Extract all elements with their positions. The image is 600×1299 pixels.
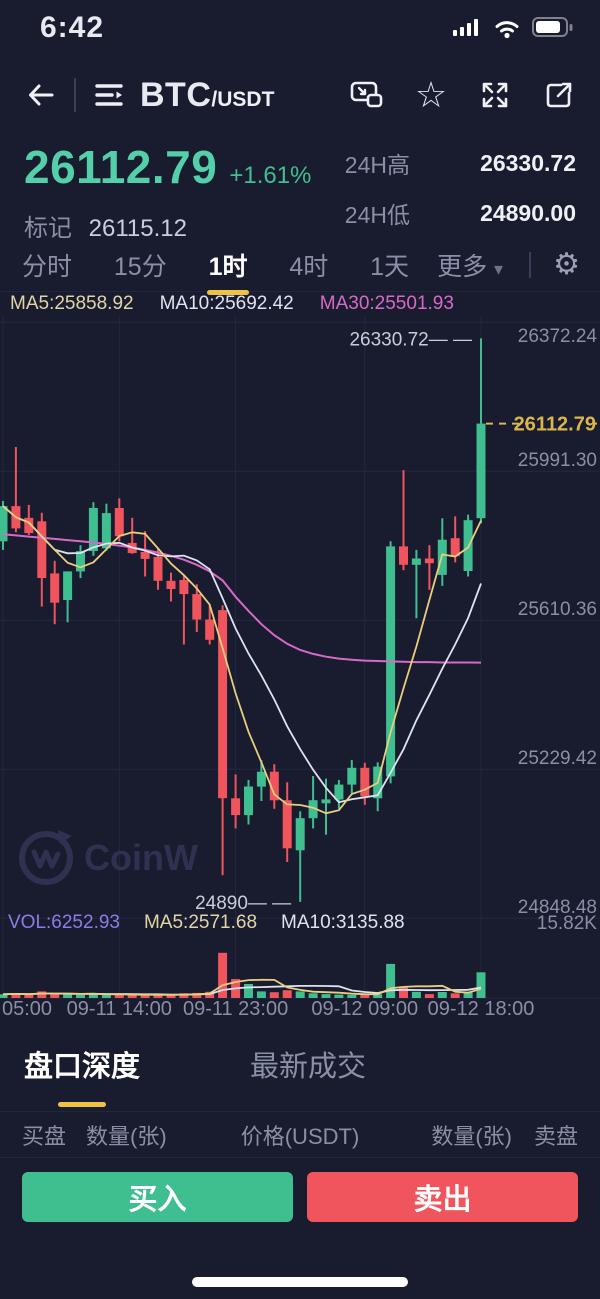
sell-qty-label: 数量(张) bbox=[431, 1123, 512, 1149]
svg-text:26372.24: 26372.24 bbox=[518, 326, 598, 347]
candlestick-chart[interactable]: CoinW 26330.72— — 24890— — 26112.79 26372.24… bbox=[0, 316, 600, 1020]
trade-actions: 买入 卖出 bbox=[0, 1158, 600, 1222]
svg-text:26330.72— —: 26330.72— — bbox=[349, 329, 472, 350]
last-price: 26112.79 bbox=[24, 141, 218, 193]
svg-text:26112.79: 26112.79 bbox=[514, 414, 596, 436]
clock: 6:42 bbox=[40, 11, 105, 44]
interval-tab-4时[interactable]: 4时 bbox=[289, 252, 329, 281]
orderbook-tab-盘口深度[interactable]: 盘口深度 bbox=[24, 1043, 140, 1085]
pair-title[interactable]: BTC /USDT bbox=[140, 76, 274, 115]
buy-side-label: 买盘 bbox=[22, 1123, 67, 1149]
ticker-panel: 26112.79 +1.61% 标记 26115.12 24H高 26330.72… bbox=[0, 134, 600, 242]
chevron-down-icon: ▾ bbox=[494, 258, 504, 279]
ma5-legend: MA5:25858.92 bbox=[10, 293, 134, 314]
svg-text:25229.42: 25229.42 bbox=[518, 748, 597, 769]
home-indicator[interactable] bbox=[192, 1277, 408, 1287]
signal-icon bbox=[453, 19, 478, 36]
orderbook-tab-最新成交[interactable]: 最新成交 bbox=[250, 1050, 367, 1083]
svg-text:25610.36: 25610.36 bbox=[518, 599, 597, 620]
header: BTC /USDT ☆ bbox=[0, 56, 600, 134]
interval-tab-15分[interactable]: 15分 bbox=[113, 252, 167, 281]
status-icons bbox=[452, 16, 574, 40]
low-24h-value: 24890.00 bbox=[480, 199, 576, 226]
mark-price-label: 标记 bbox=[24, 215, 72, 242]
svg-text:09-11 23:00: 09-11 23:00 bbox=[183, 998, 288, 1016]
vol-ma10-legend: MA10:3135.88 bbox=[281, 912, 405, 933]
tabbar-divider bbox=[529, 251, 532, 278]
svg-text:CoinW: CoinW bbox=[84, 837, 198, 878]
svg-text:09-11 14:00: 09-11 14:00 bbox=[67, 998, 172, 1016]
high-24h-label: 24H高 bbox=[344, 152, 410, 178]
low-24h-label: 24H低 bbox=[344, 202, 410, 228]
svg-text:05:00: 05:00 bbox=[2, 998, 52, 1016]
fullscreen-icon[interactable] bbox=[478, 78, 512, 112]
svg-text:15.82K: 15.82K bbox=[537, 913, 598, 934]
interval-tab-1时[interactable]: 1时 bbox=[207, 241, 250, 289]
favorite-star-icon[interactable]: ☆ bbox=[414, 74, 448, 115]
market-list-icon[interactable] bbox=[92, 78, 126, 112]
svg-text:25991.30: 25991.30 bbox=[518, 450, 597, 471]
ma10-legend: MA10:25692.42 bbox=[159, 293, 294, 314]
interval-tab-1天[interactable]: 1天 bbox=[370, 252, 410, 281]
orderbook-tabbar: 盘口深度 最新成交 bbox=[0, 1016, 600, 1112]
ma-legend-row: MA5:25858.92 MA10:25692.42 MA30:25501.93 bbox=[0, 292, 600, 316]
buy-qty-label: 数量(张) bbox=[86, 1123, 167, 1149]
interval-tab-分时[interactable]: 分时 bbox=[22, 252, 73, 281]
chart-settings-gear-icon[interactable]: ⚙ bbox=[553, 247, 580, 281]
volume-legend-row: VOL:6252.93 MA5:2571.68 MA10:3135.88 bbox=[8, 912, 405, 934]
svg-text:09-12 18:00: 09-12 18:00 bbox=[428, 998, 535, 1016]
sell-side-label: 卖盘 bbox=[533, 1123, 578, 1149]
more-intervals-button[interactable]: 更多 ▾ bbox=[437, 252, 504, 281]
battery-icon bbox=[532, 17, 573, 37]
back-button[interactable] bbox=[24, 78, 58, 112]
wifi-icon bbox=[495, 21, 519, 39]
share-icon[interactable] bbox=[542, 78, 576, 112]
buy-button[interactable]: 买入 bbox=[22, 1172, 293, 1222]
change-percent: +1.61% bbox=[229, 162, 312, 189]
pip-mode-icon[interactable] bbox=[350, 78, 384, 112]
svg-text:24848.48: 24848.48 bbox=[518, 897, 597, 918]
svg-text:09-12 09:00: 09-12 09:00 bbox=[311, 998, 418, 1016]
interval-tabbar: 分时 15分 1时 4时 1天 更多 ▾ ⚙ bbox=[0, 238, 600, 292]
header-divider bbox=[74, 78, 76, 112]
price-col-label: 价格(USDT) bbox=[240, 1123, 360, 1149]
pair-base: BTC bbox=[140, 75, 212, 114]
sell-button[interactable]: 卖出 bbox=[307, 1172, 578, 1222]
high-24h-value: 26330.72 bbox=[480, 149, 576, 176]
vol-ma5-legend: MA5:2571.68 bbox=[143, 912, 258, 933]
ma30-legend: MA30:25501.93 bbox=[319, 293, 454, 314]
pair-quote: /USDT bbox=[211, 87, 275, 111]
orderbook-header: 买盘 数量(张) 价格(USDT) 数量(张) 卖盘 bbox=[0, 1112, 600, 1158]
vol-legend: VOL:6252.93 bbox=[8, 912, 120, 933]
mark-price-value: 26115.12 bbox=[88, 215, 187, 242]
svg-text:24890— —: 24890— — bbox=[195, 893, 291, 914]
chart-canvas[interactable]: CoinW 26330.72— — 24890— — 26112.79 26372.24… bbox=[0, 316, 600, 1020]
status-bar: 6:42 bbox=[0, 0, 600, 56]
